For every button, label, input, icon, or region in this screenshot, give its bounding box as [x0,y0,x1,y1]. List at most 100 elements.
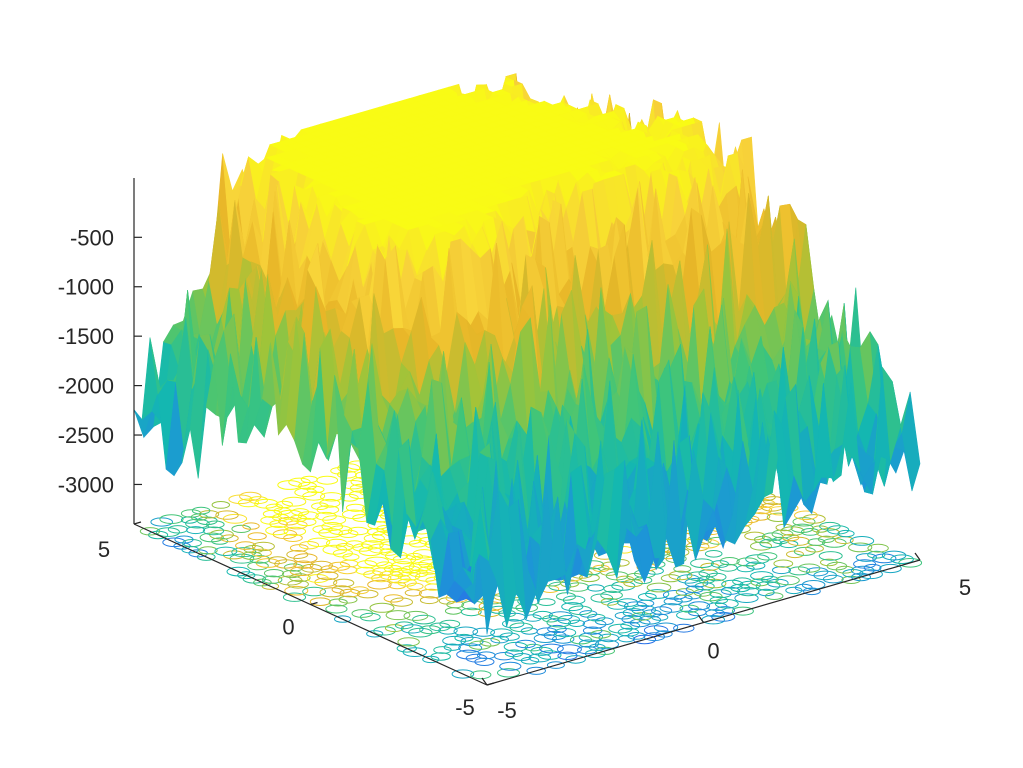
contour-line [300,475,318,484]
contour-line [520,627,538,635]
contour-line [617,627,640,637]
contour-line [490,628,513,638]
contour-line [325,604,348,614]
contour-line [401,565,421,574]
contour-line [403,610,429,621]
contour-line [557,651,578,660]
contour-line [734,593,759,603]
z-tick-label: -500 [70,225,114,250]
contour-line [479,638,501,647]
contour-line [372,567,394,576]
contour-line [792,517,816,527]
contour-line [174,535,194,544]
y-tick-mark [486,682,495,686]
contour-line [298,541,320,550]
contour-line [798,563,821,573]
contour-line [460,607,482,617]
contour-line [263,569,285,578]
contour-line [659,603,684,613]
contour-line [608,623,633,634]
contour-line [721,579,744,589]
contour-line [472,627,496,637]
y-tick-mark [310,601,318,606]
contour-line [307,537,331,547]
y-tick-label: 0 [282,615,294,640]
contour-line [569,635,593,645]
contour-line [582,626,603,635]
contour-line [848,542,873,553]
contour-line [247,561,269,571]
contour-line [503,641,528,652]
contour-line [199,532,224,543]
contour-line [191,506,211,515]
contour-line [319,587,345,598]
contour-line [404,589,422,597]
contour-line [557,615,580,625]
contour-line [363,533,385,543]
contour-line [302,586,327,597]
contour-line [643,625,669,636]
contour-line [677,574,700,584]
contour-line [775,575,800,586]
contour-line [198,546,218,555]
contour-line [247,532,267,541]
contour-line [162,537,186,548]
contour-line [611,581,636,591]
x-tick-mark [481,677,488,686]
contour-line [367,579,392,590]
contour-line [443,643,461,651]
contour-line [673,565,692,573]
contour-line [771,529,794,539]
contour-line [688,601,711,611]
x-tick-mark [914,552,921,561]
contour-line [790,523,814,533]
y-tick-label: -5 [455,695,475,720]
contour-line [309,597,331,607]
contour-line [242,522,260,530]
contour-line [757,588,775,597]
contour-line [805,544,824,553]
contour-line [316,475,339,485]
contour-line [881,550,907,561]
contour-line [698,569,718,578]
contour-line [355,566,375,575]
contour-line [442,635,467,646]
contour-line [651,606,673,616]
contour-line [579,610,598,618]
contour-line [350,586,370,595]
contour-line [319,498,341,508]
contour-line [801,580,826,590]
contour-line [819,521,841,531]
contour-line [719,557,740,566]
x-tick-label: 0 [707,639,719,664]
contour-line [645,589,670,599]
contour-line [622,608,646,618]
contour-line [277,480,302,490]
contour-line [528,653,551,663]
surface-facet [901,391,921,492]
surface-mesh [133,73,921,635]
z-tick-label: -3000 [58,472,114,497]
contour-line [690,558,714,569]
contour-line [470,670,492,680]
contour-line [287,579,309,589]
contour-line [268,556,288,565]
contour-line [794,583,813,592]
contour-line [316,571,339,581]
contour-line [283,526,307,537]
contour-line [600,590,623,600]
contour-line [385,610,411,621]
contour-line [822,574,844,584]
contour-line [709,596,728,605]
y-tick-label: 5 [98,537,110,562]
contour-line [586,584,605,592]
contour-line [556,644,582,655]
contour-line [849,536,875,546]
contour-line [231,547,257,558]
contour-line [333,578,355,588]
contour-line [366,630,384,638]
contour-line [291,508,310,516]
x-tick-label: -5 [497,698,517,723]
contour-line [853,559,877,569]
z-tick-label: -1000 [58,275,114,300]
